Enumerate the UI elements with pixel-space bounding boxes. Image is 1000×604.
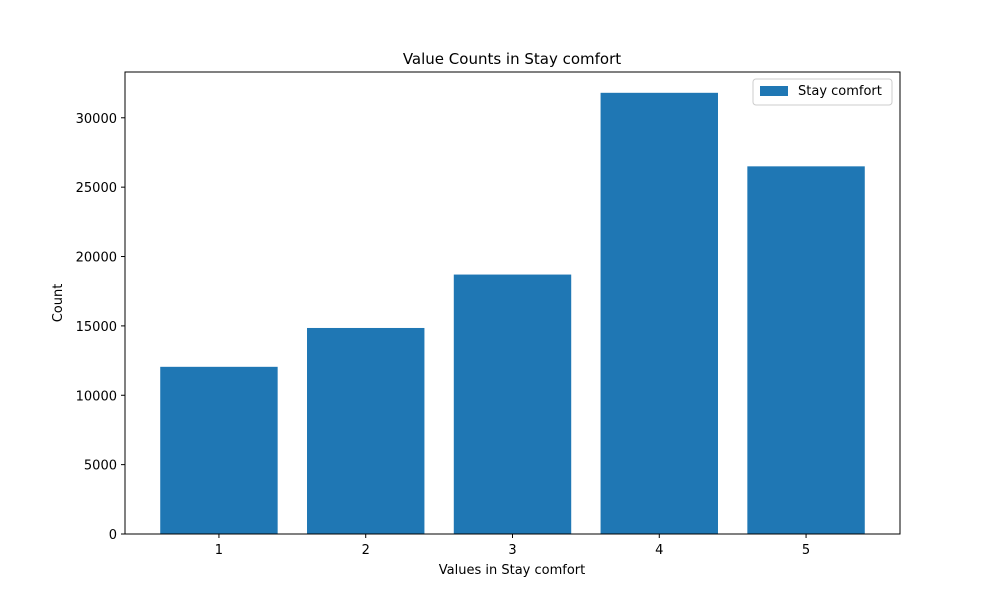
bar-4	[600, 92, 718, 534]
x-tick-label: 3	[508, 543, 516, 558]
chart-title: Value Counts in Stay comfort	[403, 50, 621, 68]
y-axis-ticks: 0 5000 10000 15000 20000 25000 30000	[76, 112, 125, 543]
legend-label: Stay comfort	[798, 84, 882, 99]
legend-box	[752, 78, 893, 106]
x-axis-ticks: 1 2 3 4 5	[215, 534, 810, 558]
bar-5	[747, 166, 865, 534]
y-axis-label: Count	[51, 284, 66, 323]
x-tick-label: 1	[215, 543, 223, 558]
bar-2	[307, 327, 425, 534]
legend: Stay comfort	[752, 78, 893, 106]
bar-3	[453, 274, 572, 534]
y-tick-label: 10000	[76, 389, 117, 404]
y-tick-label: 25000	[76, 181, 117, 196]
x-tick-label: 5	[802, 543, 810, 558]
y-tick-label: 15000	[76, 320, 117, 335]
legend-swatch	[760, 86, 788, 96]
y-tick-label: 0	[109, 528, 117, 543]
x-tick-label: 2	[362, 543, 370, 558]
y-tick-label: 30000	[76, 112, 117, 127]
x-tick-label: 4	[655, 543, 663, 558]
bars-layer	[160, 92, 865, 534]
bar-1	[160, 366, 278, 534]
x-axis-label: Values in Stay comfort	[439, 563, 585, 578]
y-tick-label: 5000	[84, 459, 117, 474]
y-tick-label: 20000	[76, 251, 117, 266]
